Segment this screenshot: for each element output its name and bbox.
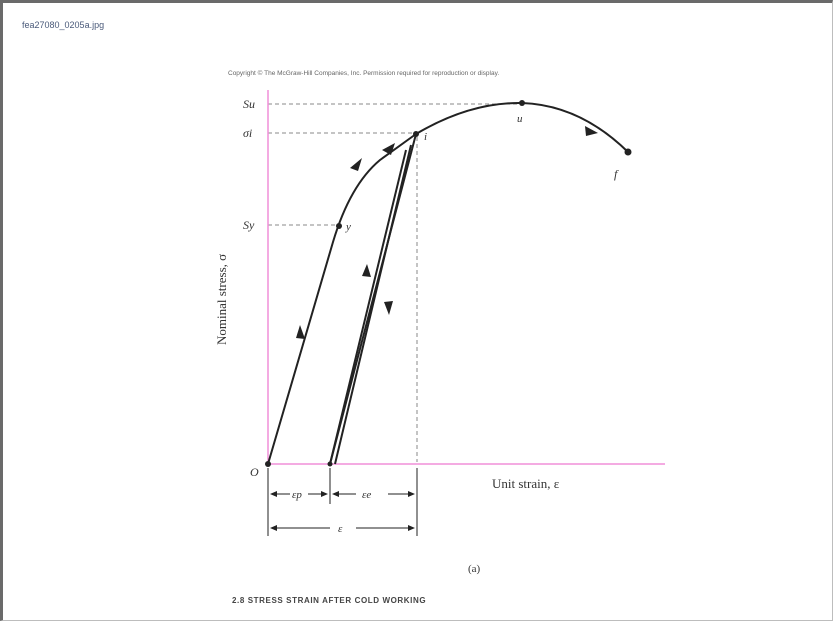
plastic-curve (415, 101, 629, 153)
arrow-plastic (585, 126, 598, 136)
label-point-i: i (424, 131, 427, 143)
label-point-u: u (517, 113, 523, 125)
arrowhead-e-right (408, 525, 415, 531)
arrow-reload (362, 264, 371, 277)
arrowhead-ee-left (332, 491, 339, 497)
file-name: fea27080_0205a.jpg (22, 20, 105, 30)
x-axis-title: Unit strain, ε (492, 476, 560, 491)
arrow-unload (384, 301, 393, 315)
label-su: Su (243, 97, 255, 111)
sub-figure-label: (a) (468, 563, 481, 575)
figure-caption: 2.8 STRESS STRAIN AFTER COLD WORKING (232, 596, 427, 605)
label-point-f: f (614, 167, 619, 181)
label-point-y: y (345, 221, 351, 233)
label-si: σi (243, 126, 252, 140)
reloading-line-2 (334, 144, 412, 465)
arrow-loading-top (382, 143, 395, 155)
arrow-loading (296, 325, 305, 339)
label-eps-p: εp (292, 489, 302, 501)
label-origin: O (250, 465, 259, 479)
arrowhead-e-left (270, 525, 277, 531)
arrowhead-ep-right (321, 491, 328, 497)
reloading-line (329, 149, 407, 465)
loading-curve (267, 133, 417, 465)
copyright-notice: Copyright © The McGraw-Hill Companies, I… (228, 70, 500, 77)
arrowhead-ep-left (270, 491, 277, 497)
y-axis-title: Nominal stress, σ (214, 254, 229, 345)
arrowhead-ee-right (408, 491, 415, 497)
point-unload-end (327, 461, 333, 467)
point-f (624, 148, 632, 156)
point-i (413, 131, 419, 137)
label-sy: Sy (243, 218, 255, 232)
point-u (519, 100, 525, 106)
label-eps: ε (338, 523, 343, 535)
point-origin (265, 461, 271, 467)
arrow-loading-upper (350, 158, 362, 171)
point-y (336, 223, 342, 229)
label-eps-e: εe (362, 489, 371, 501)
